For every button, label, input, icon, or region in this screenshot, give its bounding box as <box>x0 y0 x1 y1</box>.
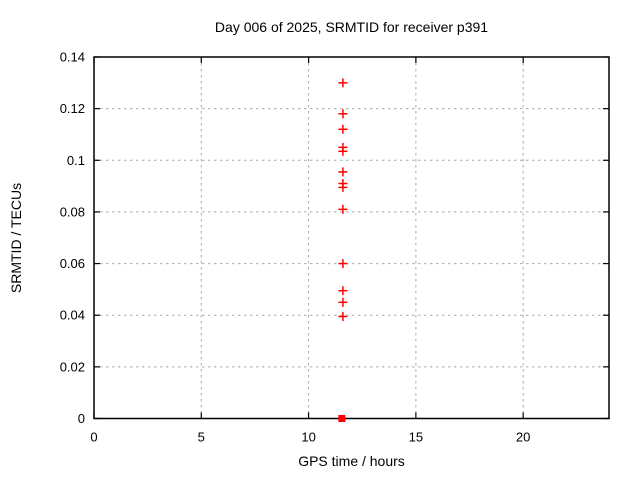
x-axis-label: GPS time / hours <box>298 453 405 469</box>
plot-border <box>93 56 610 420</box>
x-tick-label: 0 <box>90 430 97 445</box>
x-tick-label: 15 <box>409 430 423 445</box>
y-tick-label: 0.14 <box>60 50 85 65</box>
x-tick-label: 20 <box>516 430 530 445</box>
x-tick-label: 10 <box>301 430 315 445</box>
chart-title: Day 006 of 2025, SRMTID for receiver p39… <box>214 19 489 35</box>
x-tick-label: 5 <box>198 430 205 445</box>
y-tick-label: 0 <box>78 411 85 426</box>
y-tick-label: 0.04 <box>60 308 85 323</box>
y-tick-label: 0.08 <box>60 204 85 219</box>
y-tick-label: 0.06 <box>60 256 85 271</box>
y-tick-label: 0.02 <box>60 359 85 374</box>
y-tick-label: 0.1 <box>67 153 85 168</box>
data-point-square <box>338 415 346 422</box>
y-tick-label: 0.12 <box>60 101 85 116</box>
